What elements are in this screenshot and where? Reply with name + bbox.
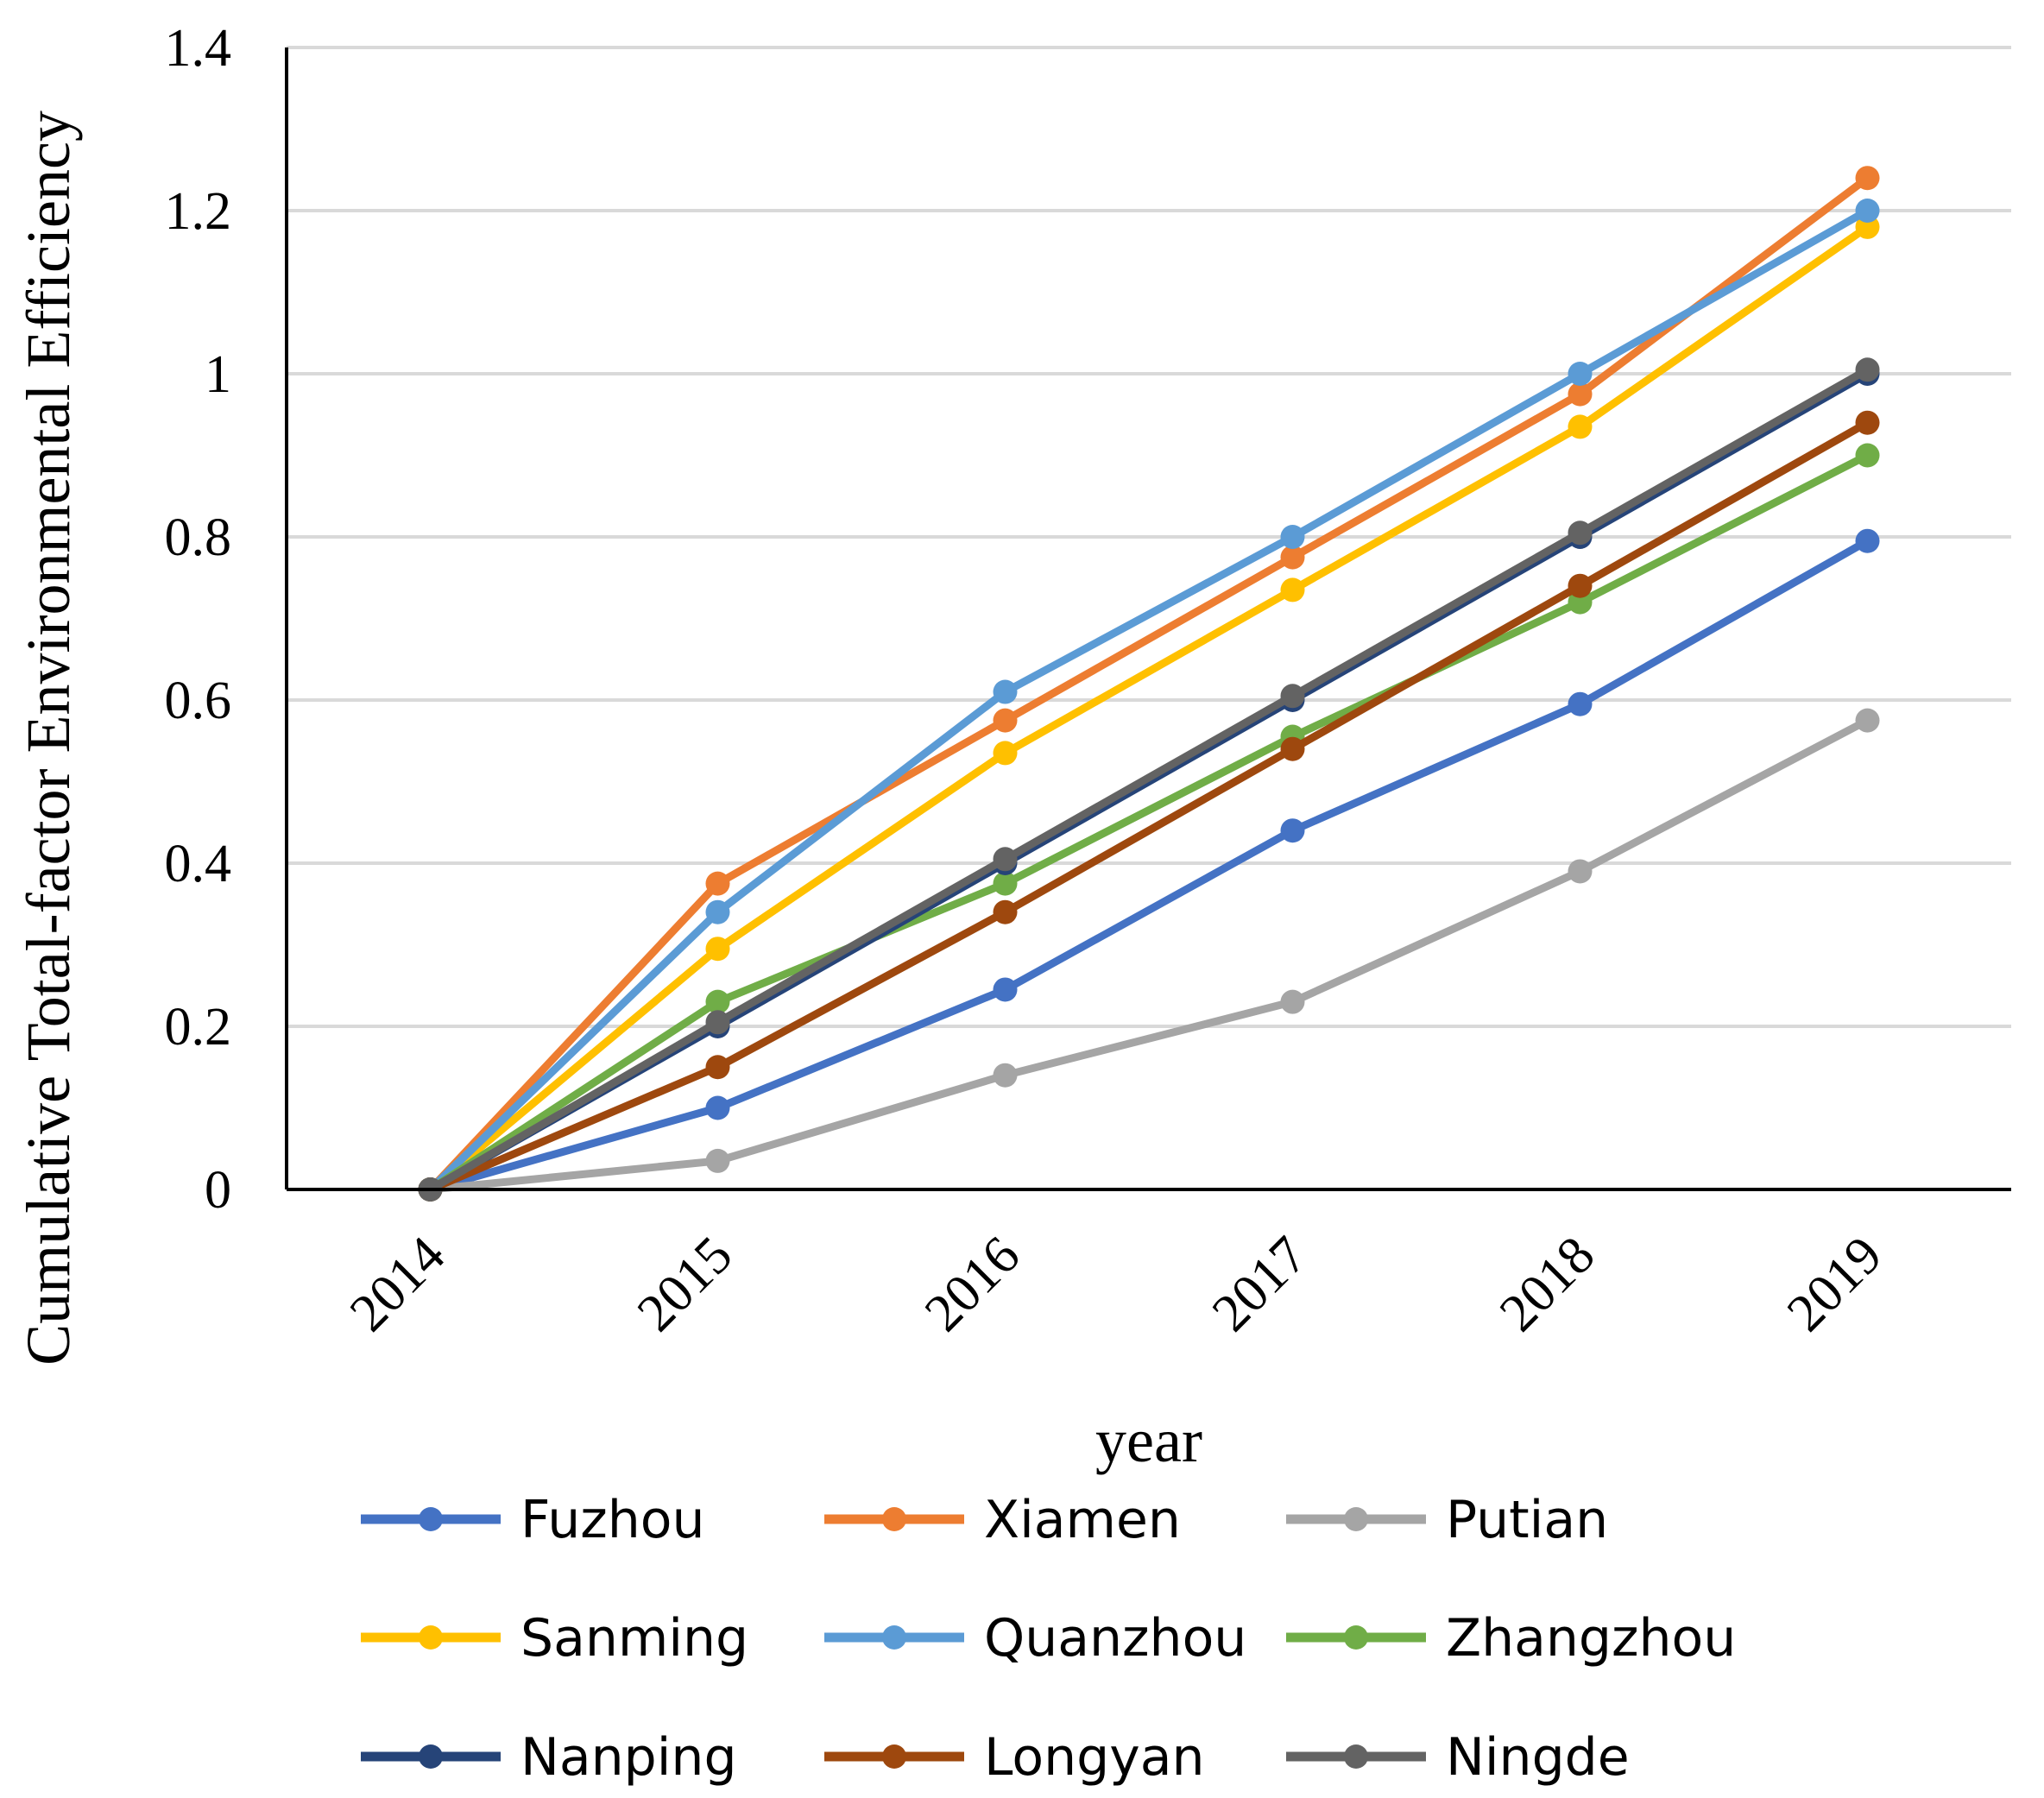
data-point — [705, 1148, 730, 1173]
series-line — [427, 224, 1871, 1193]
legend-swatch-marker — [1344, 1507, 1368, 1531]
legend-item-quanzhou: Quanzhou — [824, 1608, 1246, 1669]
legend-label: Zhangzhou — [1446, 1608, 1736, 1669]
x-tick-label: 2019 — [1776, 1226, 1894, 1343]
data-point — [1568, 382, 1593, 407]
data-point — [1568, 859, 1593, 884]
legend-swatch-marker — [882, 1744, 906, 1769]
legend-item-ningde: Ningde — [1286, 1727, 1630, 1788]
legend-label: Fuzhou — [520, 1490, 705, 1550]
data-point — [705, 1055, 730, 1080]
data-point — [1855, 166, 1880, 191]
data-point — [1568, 362, 1593, 386]
y-tick-label: 1.2 — [165, 182, 232, 241]
data-point — [1280, 736, 1305, 761]
data-point — [993, 741, 1018, 766]
series-line — [430, 716, 1870, 1194]
data-point — [1280, 525, 1305, 549]
data-point — [993, 708, 1018, 733]
data-point — [1568, 414, 1593, 439]
y-tick-label: 0.4 — [165, 835, 232, 893]
x-axis-ticks: 2014 2015 2016 2017 2018 2019 — [339, 1226, 1894, 1343]
data-point — [993, 1063, 1018, 1088]
x-tick-label: 2017 — [1202, 1226, 1319, 1343]
series-line — [427, 174, 1871, 1193]
y-tick-label: 1.4 — [165, 19, 232, 78]
data-point — [1280, 577, 1305, 602]
data-point — [1855, 357, 1880, 382]
x-tick-label: 2016 — [914, 1226, 1031, 1343]
data-point — [1855, 443, 1880, 468]
x-tick-label: 2018 — [1489, 1226, 1606, 1343]
series-line — [428, 451, 1870, 1193]
gridlines — [287, 46, 2011, 1028]
x-tick-label: 2015 — [627, 1226, 744, 1343]
data-point — [1855, 410, 1880, 435]
legend-swatch-marker — [1344, 1625, 1368, 1650]
legend-swatch-marker — [882, 1625, 906, 1650]
data-point — [1568, 691, 1593, 716]
y-tick-label: 1 — [205, 345, 231, 404]
legend-swatch-marker — [882, 1507, 906, 1531]
series-ningde — [418, 357, 1880, 1202]
legend-item-longyan: Longyan — [824, 1727, 1205, 1788]
series-line — [429, 537, 1870, 1194]
legend-item-fuzhou: Fuzhou — [361, 1490, 705, 1550]
data-point — [1568, 520, 1593, 546]
legend-label: Xiamen — [984, 1490, 1181, 1550]
legend-label: Sanming — [520, 1608, 748, 1669]
data-point — [1855, 199, 1880, 223]
series-zhangzhou — [418, 443, 1880, 1202]
series-line — [428, 366, 1870, 1193]
legend-item-sanming: Sanming — [361, 1608, 748, 1669]
series-xiamen — [418, 166, 1880, 1202]
legend-item-zhangzhou: Zhangzhou — [1286, 1608, 1736, 1669]
data-point — [993, 847, 1018, 872]
data-point — [1280, 545, 1305, 570]
data-point — [705, 871, 730, 896]
data-point — [1280, 989, 1305, 1014]
series-fuzhou — [418, 528, 1880, 1202]
x-axis-title: year — [1095, 1406, 1202, 1475]
series-line — [428, 419, 1870, 1194]
data-point — [1855, 528, 1880, 553]
legend-item-xiamen: Xiamen — [824, 1490, 1181, 1550]
x-tick-label: 2014 — [339, 1226, 457, 1343]
data-point — [705, 1010, 730, 1035]
legend-label: Putian — [1446, 1490, 1608, 1550]
series-longyan — [418, 410, 1880, 1202]
legend-label: Longyan — [984, 1727, 1205, 1788]
series-line — [427, 207, 1870, 1193]
legend-label: Quanzhou — [984, 1608, 1246, 1669]
y-axis-title: Cumulative Total-factor Environmental Ef… — [14, 110, 83, 1366]
data-point — [705, 937, 730, 962]
legend-item-putian: Putian — [1286, 1490, 1608, 1550]
data-point — [1855, 708, 1880, 733]
legend: Fuzhou Xiamen Putian Sanming Quanzhou Zhangzh… — [361, 1490, 1736, 1788]
data-point — [1568, 573, 1593, 598]
series-layer — [418, 166, 1880, 1202]
data-point — [1280, 684, 1305, 709]
legend-swatch-marker — [1344, 1744, 1368, 1769]
data-point — [705, 899, 730, 924]
data-point — [993, 871, 1018, 896]
y-tick-label: 0.8 — [165, 508, 232, 567]
data-point — [993, 899, 1018, 924]
legend-item-nanping: Nanping — [361, 1727, 737, 1788]
y-tick-label: 0.6 — [165, 672, 232, 730]
legend-swatch-marker — [419, 1507, 443, 1531]
data-point — [705, 989, 730, 1014]
data-point — [993, 977, 1018, 1002]
legend-label: Nanping — [520, 1727, 737, 1788]
legend-swatch-marker — [419, 1744, 443, 1769]
data-point — [705, 1095, 730, 1120]
y-axis-ticks: 0 0.2 0.4 0.6 0.8 1 1.2 1.4 — [165, 19, 232, 1220]
y-tick-label: 0.2 — [165, 998, 232, 1057]
data-point — [1280, 818, 1305, 843]
data-point — [993, 679, 1018, 704]
y-tick-label: 0 — [205, 1161, 231, 1220]
legend-swatch-marker — [419, 1625, 443, 1650]
legend-label: Ningde — [1446, 1727, 1630, 1788]
